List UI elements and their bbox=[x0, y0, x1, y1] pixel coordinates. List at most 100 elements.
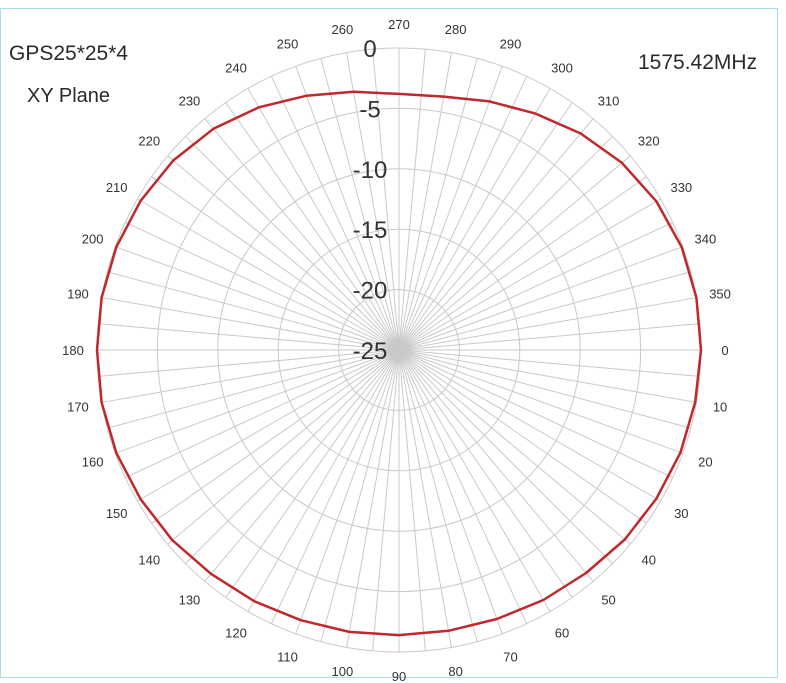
angular-gridline bbox=[247, 349, 400, 612]
angular-gridline bbox=[372, 49, 400, 351]
angle-tick-label: 240 bbox=[225, 61, 247, 76]
angular-gridline bbox=[204, 118, 400, 351]
angle-tick-label: 120 bbox=[225, 625, 247, 640]
angular-gridline bbox=[398, 52, 452, 351]
angular-gridline bbox=[398, 221, 673, 351]
angular-gridline bbox=[398, 58, 478, 351]
angular-gridline bbox=[270, 76, 400, 351]
radial-tick-label: -10 bbox=[353, 157, 388, 184]
angular-gridline bbox=[270, 349, 400, 624]
angle-tick-label: 250 bbox=[277, 37, 299, 52]
chart-title: GPS25*25*4 bbox=[9, 42, 129, 65]
angular-gridline bbox=[295, 349, 400, 634]
angular-gridline bbox=[398, 136, 613, 351]
radial-tick-label: 0 bbox=[363, 36, 376, 63]
angular-gridline bbox=[398, 349, 700, 377]
angular-gridline bbox=[398, 102, 573, 351]
angle-tick-label: 180 bbox=[62, 343, 84, 358]
angular-gridline bbox=[115, 349, 400, 454]
chart-subtitle: XY Plane bbox=[27, 85, 111, 107]
angle-tick-label: 340 bbox=[694, 232, 716, 247]
angular-gridline bbox=[167, 155, 400, 351]
angular-gridline bbox=[398, 349, 613, 564]
angular-gridline bbox=[204, 349, 400, 582]
angular-gridline bbox=[185, 349, 400, 564]
angular-gridline bbox=[346, 52, 400, 351]
angular-gridline bbox=[247, 88, 400, 351]
angular-gridline bbox=[398, 176, 647, 351]
angular-gridline bbox=[151, 176, 400, 351]
angle-tick-label: 100 bbox=[332, 664, 354, 679]
angular-gridline bbox=[107, 271, 400, 351]
angular-gridline bbox=[398, 349, 683, 454]
angular-gridline bbox=[398, 349, 691, 429]
angular-gridline bbox=[137, 198, 400, 351]
angle-tick-label: 330 bbox=[670, 180, 692, 195]
radial-tick-label: -5 bbox=[359, 96, 380, 123]
angular-gridline bbox=[372, 349, 400, 651]
angular-gridline bbox=[398, 349, 661, 502]
angular-gridline bbox=[398, 349, 594, 582]
radial-tick-label: -25 bbox=[353, 338, 388, 365]
angular-gridline bbox=[101, 349, 400, 403]
angular-gridline bbox=[398, 198, 661, 351]
series-layer bbox=[95, 90, 703, 637]
angle-tick-label: 280 bbox=[445, 22, 467, 37]
angular-gridline bbox=[398, 349, 551, 612]
angle-tick-label: 350 bbox=[709, 286, 731, 301]
angle-tick-label: 10 bbox=[713, 400, 727, 415]
angle-tick-label: 40 bbox=[641, 553, 655, 568]
angular-gridline bbox=[167, 349, 400, 545]
angular-gridline bbox=[398, 349, 631, 545]
radial-tick-labels: 0 -5 -10 -15 -20 -25 bbox=[353, 36, 388, 365]
angular-gridline bbox=[225, 102, 400, 351]
angular-gridline bbox=[125, 349, 400, 479]
radial-tick-label: -15 bbox=[353, 217, 388, 244]
angular-gridline bbox=[151, 349, 400, 524]
angular-gridline bbox=[98, 349, 400, 377]
angle-tick-label: 60 bbox=[555, 625, 569, 640]
angular-gridline bbox=[346, 349, 400, 648]
angular-gridline bbox=[398, 349, 452, 648]
series-line bbox=[95, 90, 703, 637]
angle-tick-label: 90 bbox=[392, 669, 406, 683]
angle-tick-label: 70 bbox=[503, 649, 517, 664]
angle-tick-label: 0 bbox=[721, 343, 728, 358]
angle-tick-label: 300 bbox=[551, 61, 573, 76]
angle-tick-label: 140 bbox=[138, 553, 160, 568]
angular-gridline bbox=[107, 349, 400, 429]
angle-tick-label: 20 bbox=[698, 454, 712, 469]
angular-gridline bbox=[398, 297, 697, 351]
angle-tick-label: 110 bbox=[277, 649, 298, 664]
angular-gridline bbox=[115, 246, 400, 351]
angle-tick-label: 230 bbox=[179, 93, 201, 108]
angle-tick-label: 80 bbox=[448, 664, 462, 679]
angular-gridline bbox=[398, 76, 528, 351]
angle-tick-label: 150 bbox=[106, 506, 128, 521]
angular-gridline bbox=[398, 49, 426, 351]
angle-tick-label: 220 bbox=[138, 133, 160, 148]
angular-gridline bbox=[398, 349, 503, 634]
angular-gridline bbox=[398, 66, 503, 351]
angular-gridline bbox=[398, 246, 683, 351]
angle-tick-label: 270 bbox=[388, 17, 410, 32]
angle-tick-label: 190 bbox=[67, 286, 89, 301]
angular-gridline bbox=[101, 297, 400, 351]
angular-gridline bbox=[398, 349, 647, 524]
angular-gridline bbox=[320, 58, 400, 351]
angle-tick-label: 130 bbox=[179, 593, 201, 608]
angular-gridline bbox=[98, 323, 400, 351]
angular-gridline bbox=[398, 155, 631, 351]
angular-gridline bbox=[398, 271, 691, 351]
angular-gridline bbox=[125, 221, 400, 351]
radial-tick-label: -20 bbox=[353, 278, 388, 305]
angle-tick-label: 200 bbox=[82, 232, 104, 247]
angle-tick-label: 30 bbox=[674, 506, 688, 521]
angular-gridline bbox=[137, 349, 400, 502]
angular-gridline bbox=[398, 349, 697, 403]
angular-gridline bbox=[398, 323, 700, 351]
angle-tick-label: 50 bbox=[601, 593, 615, 608]
angular-gridline bbox=[398, 349, 426, 651]
angle-tick-label: 210 bbox=[106, 180, 128, 195]
